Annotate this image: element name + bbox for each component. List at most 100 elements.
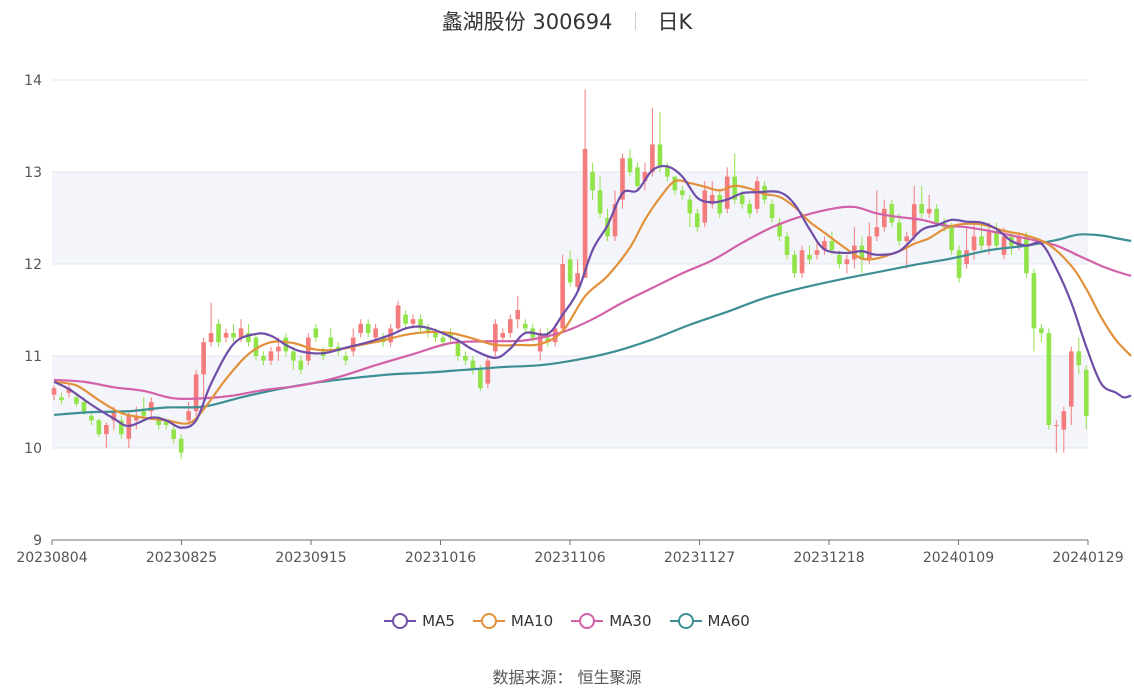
candle-body [418,319,423,329]
chart-title: 蠡湖股份 300694 [441,10,613,34]
candle-body [306,337,311,361]
candle-body [238,328,244,338]
candle-body [964,250,969,264]
candle-body [470,360,476,370]
candle-body [410,319,416,324]
candle-body [178,438,184,453]
candle-body [208,333,214,343]
legend-item-ma30[interactable]: MA30 [571,612,652,630]
candle-body [590,172,595,191]
legend-marker [571,613,604,629]
chart-legend: MA5 MA10 MA30 MA60 [0,612,1134,630]
candle-body [934,208,939,223]
candle-body [358,323,364,333]
candle-body [328,337,334,347]
candle-body [350,337,356,352]
candle-body [642,172,648,182]
candle-body [515,310,521,320]
candle-body [724,176,730,209]
candle-body [911,204,917,237]
candle-body [949,227,954,251]
candle-body [276,346,281,352]
candle-body [313,328,319,338]
candle-body [560,264,565,329]
candle-body [919,204,925,214]
candle-body [96,420,102,435]
candle-body [1024,236,1029,274]
candle-body [253,337,259,356]
candle-body [537,333,543,352]
candle-body [896,222,902,241]
candle-body [545,337,551,343]
candle-body [171,429,177,439]
y-tick-label: 12 [24,257,42,273]
candle-body [769,204,775,218]
candle-body [433,333,438,338]
candle-body [657,144,663,168]
candle-body [799,250,805,274]
candle-body [141,411,147,416]
candle-body [650,144,655,172]
x-tick-label: 20231127 [664,550,735,566]
legend-item-ma5[interactable]: MA5 [384,612,455,630]
candle-body [216,323,221,343]
candle-body [365,323,371,333]
candle-body [186,411,191,421]
candle-body [201,342,206,375]
y-tick-label: 13 [24,165,42,181]
candle-body [567,259,573,283]
candle-body [717,195,723,214]
x-tick-label: 20240109 [923,550,994,566]
candle-body [814,250,820,255]
candle-body [493,323,498,352]
candle-body [156,420,162,425]
candle-body [104,425,109,435]
candle-body [1039,328,1044,333]
candle-body [81,402,87,412]
legend-label: MA60 [707,612,750,630]
candle-body [687,199,693,214]
candle-body [89,415,94,421]
candle-body [582,149,588,278]
candle-body [694,213,700,228]
legend-marker [669,613,702,629]
candle-body [784,236,790,255]
candle-body [1083,369,1089,416]
candle-body [507,319,513,333]
candle-body [148,402,154,412]
candle-body [926,208,932,214]
candle-body [739,195,745,205]
candle-body [1001,236,1007,255]
candle-body [881,208,887,228]
legend-item-ma60[interactable]: MA60 [669,612,750,630]
x-tick-label: 20240129 [1052,550,1123,566]
candle-body [51,388,57,395]
candle-body [829,241,835,251]
candle-body [223,333,229,338]
candle-body [994,231,999,246]
candle-body [754,181,760,209]
candle-body [635,167,640,186]
candle-body [747,204,752,214]
legend-marker [384,613,417,629]
ma10-line [53,179,1132,425]
y-tick-label: 11 [24,349,42,365]
candle-body [403,314,408,324]
candle-body [665,167,670,177]
candle-body [193,374,199,412]
candle-body [74,397,79,404]
candle-body [522,323,528,329]
legend-item-ma10[interactable]: MA10 [472,612,553,630]
candle-body [455,342,461,356]
candle-body [904,236,910,241]
candle-body [986,231,992,246]
candle-body [889,204,895,223]
candle-body [844,259,850,264]
candle-body [867,236,872,260]
candle-body [680,190,685,195]
candle-body [702,190,708,223]
title-separator [634,12,636,30]
x-tick-label: 20231106 [534,550,605,566]
x-tick-label: 20231218 [793,550,864,566]
legend-label: MA5 [422,612,455,630]
